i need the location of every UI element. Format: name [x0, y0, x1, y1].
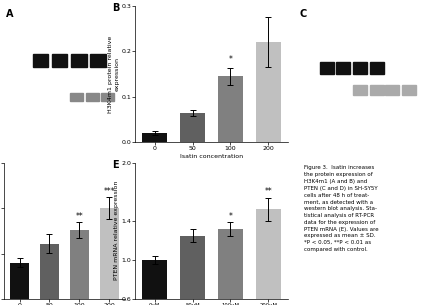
X-axis label: Isatin concentration: Isatin concentration [179, 154, 243, 159]
Text: *: * [228, 212, 232, 221]
Bar [142, 133, 166, 142]
Bar [401, 85, 415, 95]
Bar [352, 62, 366, 74]
Bar [70, 230, 89, 299]
Bar [369, 62, 383, 74]
Bar [335, 62, 350, 74]
Text: Figure 3.  Isatin increases
the protein expression of
H3K4m1 (A and B) and
PTEN : Figure 3. Isatin increases the protein e… [303, 165, 377, 252]
Bar [384, 85, 398, 95]
Bar [70, 93, 83, 102]
Bar [90, 54, 106, 67]
Bar [180, 113, 204, 142]
Bar [352, 85, 366, 95]
Bar [99, 208, 119, 299]
Bar [52, 54, 68, 67]
Bar [319, 62, 333, 74]
Text: C: C [299, 9, 306, 19]
Text: E: E [112, 160, 119, 170]
Text: **: ** [75, 212, 83, 221]
Bar [71, 54, 86, 67]
Bar [255, 210, 280, 305]
Y-axis label: H3K4m1 protein relative
expression: H3K4m1 protein relative expression [108, 36, 119, 113]
Text: ***: *** [103, 187, 115, 196]
Bar [10, 263, 29, 299]
Bar [101, 93, 114, 102]
Bar [33, 54, 48, 67]
Bar [142, 260, 166, 305]
Bar [85, 93, 98, 102]
Text: A: A [6, 9, 13, 19]
Bar [40, 243, 59, 299]
Bar [369, 85, 383, 95]
Text: B: B [112, 3, 120, 13]
Text: **: ** [264, 187, 272, 196]
Bar [180, 236, 204, 305]
Bar [255, 42, 280, 142]
Bar [218, 229, 242, 305]
Text: *: * [228, 55, 232, 64]
Y-axis label: PTEN mRNA relative expression: PTEN mRNA relative expression [114, 181, 119, 281]
Bar [218, 77, 242, 142]
